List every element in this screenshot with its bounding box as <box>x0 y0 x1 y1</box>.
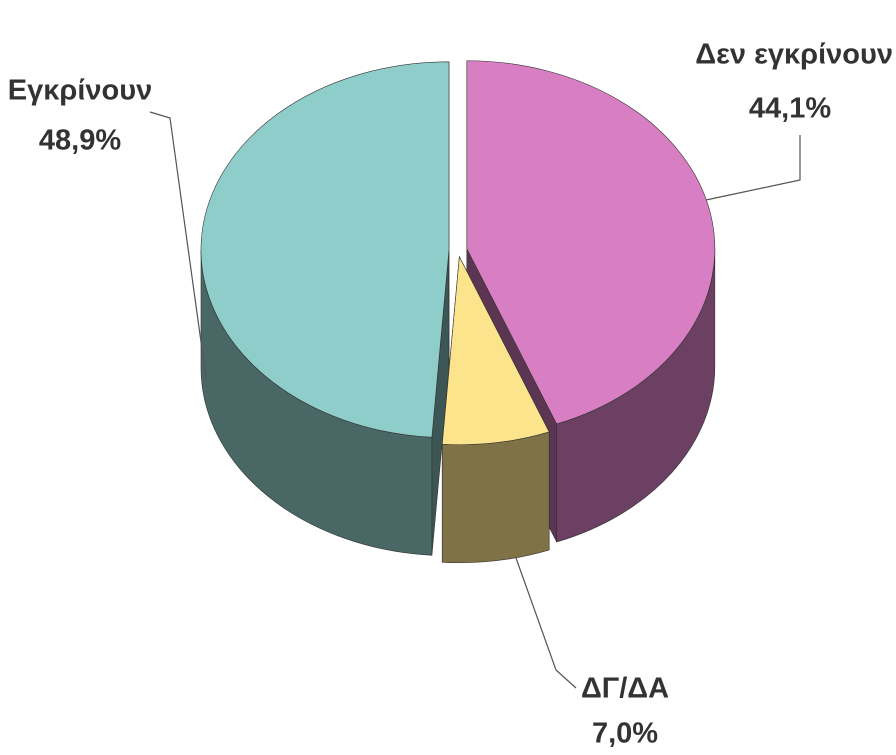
slice-value-label: 48,9% <box>39 125 121 157</box>
slice-label: Δεν εγκρίνουν <box>695 39 893 71</box>
leader-line <box>149 111 207 379</box>
slice-wall <box>441 431 550 564</box>
slice-label: Εγκρίνουν <box>8 75 153 107</box>
pie <box>200 60 716 564</box>
slice-top <box>200 61 450 438</box>
slice-value-label: 7,0% <box>592 718 658 750</box>
slice-top <box>441 255 550 446</box>
leader-line <box>515 557 577 689</box>
slice-label: ΔΓ/ΔΑ <box>581 673 669 705</box>
slice-top <box>466 60 716 425</box>
slice-value-label: 44,1% <box>749 93 831 125</box>
leader-line <box>705 135 801 201</box>
